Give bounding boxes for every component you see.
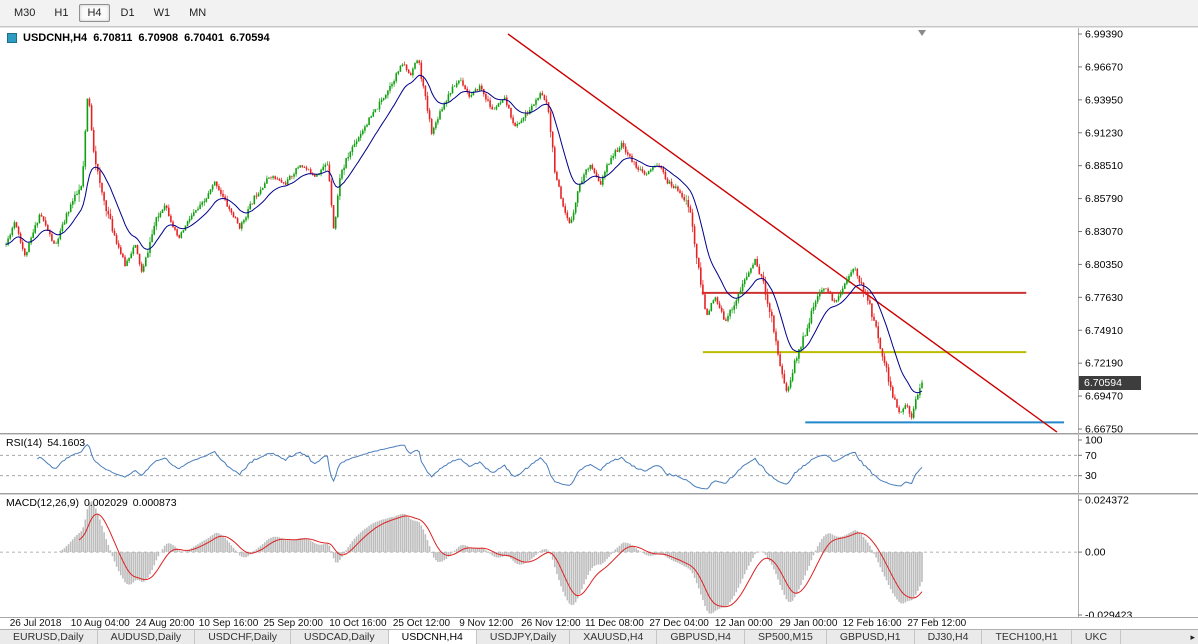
current-price-badge: 6.70594: [1079, 376, 1141, 390]
descending-trendline[interactable]: [507, 33, 1058, 433]
chart-icon: [7, 33, 17, 43]
chart-tab-xauusd-h4[interactable]: XAUUSD,H4: [570, 630, 658, 644]
candles-up-bodies: [5, 60, 923, 418]
time-axis-label: 10 Sep 16:00: [198, 618, 259, 629]
chart-tab-eurusd-daily[interactable]: EURUSD,Daily: [0, 630, 98, 644]
macd-histogram: [59, 501, 923, 614]
svg-text:6.99390: 6.99390: [1085, 29, 1123, 41]
svg-text:6.66750: 6.66750: [1085, 424, 1123, 436]
macd-pane: [0, 501, 1078, 614]
rsi-name: RSI(14): [6, 437, 43, 449]
time-axis: 26 Jul 2018 10 Aug 04:00 24 Aug 20:00 10 Se…: [0, 617, 1198, 629]
candles-up-wicks: [5, 59, 923, 420]
chart-window: 6.99390 6.96670 6.93950 6.91230 6.88510 6.857…: [0, 27, 1198, 618]
rsi-axis-label: 100: [1085, 435, 1103, 447]
timeframe-toolbar: M30 H1 H4 D1 W1 MN: [0, 0, 1198, 27]
ohlc-low: 6.70401: [184, 32, 224, 44]
time-axis-label: 10 Oct 16:00: [329, 618, 387, 629]
chart-symbol: USDCNH,H4: [23, 32, 88, 44]
time-axis-label: 27 Feb 12:00: [907, 618, 967, 629]
rsi-value: 54.1603: [47, 437, 86, 449]
chart-shift-marker: [918, 30, 927, 36]
time-axis-label: 11 Dec 08:00: [585, 618, 644, 629]
macd-axis-label: -0.029423: [1085, 610, 1132, 619]
macd-signal-value: 0.000873: [132, 497, 177, 509]
moving-average-line: [5, 74, 923, 394]
time-axis-label: 12 Jan 00:00: [714, 618, 773, 629]
svg-text:6.83070: 6.83070: [1085, 226, 1123, 238]
svg-text:6.85790: 6.85790: [1085, 193, 1123, 205]
svg-text:6.91230: 6.91230: [1085, 127, 1123, 139]
candles-down-wicks: [16, 59, 912, 420]
time-axis-label: 25 Oct 12:00: [392, 618, 451, 629]
svg-text:6.96670: 6.96670: [1085, 61, 1123, 73]
rsi-pane: [0, 444, 1078, 490]
chart-tab-sp500-m15[interactable]: SP500,M15: [745, 630, 827, 644]
timeframe-buttons: M30 H1 H4 D1 W1 MN: [6, 4, 214, 22]
macd-axis-label: 0.00: [1085, 547, 1106, 559]
ohlc-high: 6.70908: [138, 32, 179, 44]
chart-tab-gbpusd-h1[interactable]: GBPUSD,H1: [826, 630, 915, 644]
time-axis-label: 25 Sep 20:00: [263, 618, 323, 629]
macd-signal-line: [78, 513, 923, 608]
time-axis-label: 10 Aug 04:00: [70, 618, 130, 629]
svg-text:6.69470: 6.69470: [1085, 391, 1123, 403]
timeframe-button-h4[interactable]: H4: [79, 4, 110, 22]
chart-tab-ukc[interactable]: UKC: [1071, 630, 1122, 644]
tab-scroll-right-icon[interactable]: ▸: [1186, 630, 1195, 644]
svg-text:6.77630: 6.77630: [1085, 292, 1123, 304]
time-axis-label: 9 Nov 12:00: [459, 618, 514, 629]
timeframe-button-w1[interactable]: W1: [146, 4, 179, 22]
rsi-axis-label: 30: [1085, 470, 1097, 482]
timeframe-button-h1[interactable]: H1: [46, 4, 76, 22]
candles-down-bodies: [15, 60, 913, 418]
svg-text:6.80350: 6.80350: [1085, 259, 1123, 271]
timeframe-button-d1[interactable]: D1: [113, 4, 143, 22]
chart-tabs: EURUSD,Daily AUDUSD,Daily USDCHF,Daily USDC…: [0, 629, 1198, 644]
time-axis-label: 12 Feb 16:00: [842, 618, 902, 629]
macd-main-value: 0.002029: [83, 497, 128, 509]
macd-axis-label: 0.024372: [1085, 495, 1129, 507]
time-axis-label: 24 Aug 20:00: [135, 618, 195, 629]
chart-tab-usdchf-daily[interactable]: USDCHF,Daily: [195, 630, 292, 644]
price-chart-canvas[interactable]: 6.99390 6.96670 6.93950 6.91230 6.88510 6.857…: [0, 28, 1198, 618]
rsi-indicator-label: RSI(14) 54.1603: [6, 437, 90, 449]
chart-tab-tech100-h1[interactable]: TECH100,H1: [982, 630, 1072, 644]
time-axis-label: 26 Nov 12:00: [521, 618, 581, 629]
ohlc-close: 6.70594: [229, 32, 270, 44]
svg-text:6.74910: 6.74910: [1085, 325, 1123, 337]
rsi-axis-label: 70: [1085, 450, 1097, 462]
rsi-line: [36, 444, 923, 490]
chart-tab-dj30-h4[interactable]: DJ30,H4: [914, 630, 983, 644]
chart-tab-usdjpy-daily[interactable]: USDJPY,Daily: [476, 630, 571, 644]
price-axis: 6.99390 6.96670 6.93950 6.91230 6.88510 6.857…: [1078, 29, 1132, 619]
svg-text:6.88510: 6.88510: [1085, 160, 1123, 172]
svg-text:6.93950: 6.93950: [1085, 94, 1123, 106]
time-axis-label: 26 Jul 2018: [9, 618, 62, 629]
time-axis-label: 29 Jan 00:00: [779, 618, 838, 629]
chart-tab-audusd-daily[interactable]: AUDUSD,Daily: [97, 630, 196, 644]
svg-text:6.72190: 6.72190: [1085, 358, 1123, 370]
macd-name: MACD(12,26,9): [6, 497, 79, 509]
chart-tab-usdcad-daily[interactable]: USDCAD,Daily: [291, 630, 389, 644]
main-price-pane: [5, 30, 1064, 433]
chart-title: USDCNH,H4 6.70811 6.70908 6.70401 6.7059…: [7, 32, 270, 44]
timeframe-button-m30[interactable]: M30: [6, 4, 43, 22]
timeframe-button-mn[interactable]: MN: [181, 4, 214, 22]
chart-tab-usdcnh-h4[interactable]: USDCNH,H4: [388, 630, 477, 644]
time-axis-label: 27 Dec 04:00: [649, 618, 709, 629]
macd-indicator-label: MACD(12,26,9) 0.002029 0.000873: [6, 497, 182, 509]
chart-tab-gbpusd-h4[interactable]: GBPUSD,H4: [657, 630, 746, 644]
ohlc-open: 6.70811: [93, 32, 133, 44]
